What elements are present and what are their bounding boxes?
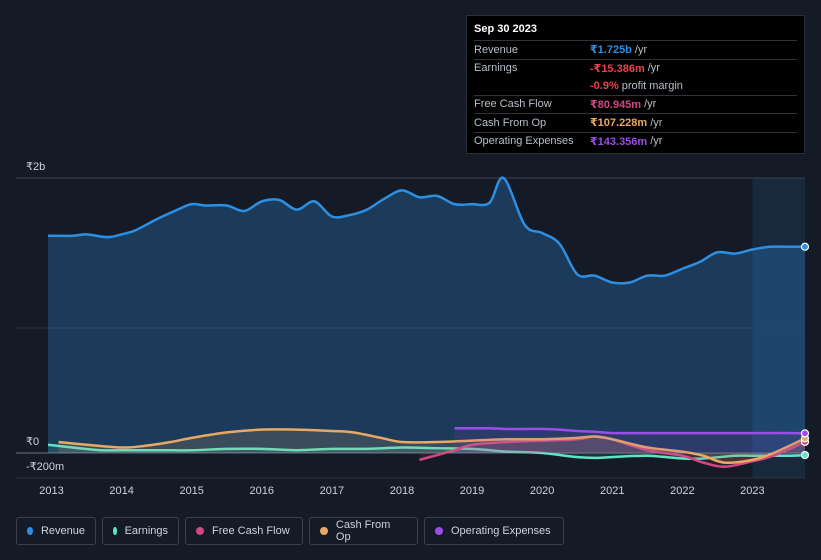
legend-item-earnings[interactable]: Earnings <box>102 517 179 545</box>
tooltip-date: Sep 30 2023 <box>474 23 537 35</box>
legend-label: Operating Expenses <box>451 525 551 537</box>
x-tick-label: 2016 <box>249 485 275 497</box>
legend-dot-icon <box>27 527 33 535</box>
earnings-end-marker <box>800 450 810 460</box>
legend-label: Free Cash Flow <box>212 525 290 537</box>
x-tick-label: 2021 <box>599 485 625 497</box>
tooltip-row-unit: /yr <box>650 116 663 129</box>
tooltip-row-value: -0.9% <box>590 79 619 92</box>
cash-from-op-area <box>58 429 805 463</box>
operating-expenses-line <box>454 426 806 435</box>
tooltip-row-value: ₹143.356m <box>590 135 648 148</box>
x-tick-label: 2019 <box>459 485 485 497</box>
y-tick-label-bottom: -₹200m <box>26 461 65 473</box>
revenue-end-marker <box>800 242 810 251</box>
legend-dot-icon <box>113 527 117 535</box>
legend-label: Cash From Op <box>335 519 391 543</box>
tooltip-row: -0.9% profit margin <box>474 77 797 95</box>
tooltip-row-label: Cash From Op <box>474 116 547 129</box>
tooltip-row-value: ₹80.945m <box>590 98 642 111</box>
tooltip-row-label: Free Cash Flow <box>474 98 552 111</box>
x-tick-label: 2020 <box>529 485 555 497</box>
tooltip-row-unit: /yr <box>647 62 660 75</box>
tooltip-row-unit: /yr <box>634 43 648 56</box>
series-layer <box>47 176 806 469</box>
x-tick-label: 2017 <box>319 485 345 497</box>
legend-dot-icon <box>196 527 204 535</box>
tooltip-row-unit: /yr <box>650 135 663 148</box>
marker-layer <box>800 242 810 460</box>
legend-dot-icon <box>320 527 328 535</box>
tooltip-row: Free Cash Flow ₹80.945m/yr <box>474 94 797 114</box>
y-tick-label-top: ₹2b <box>26 161 46 173</box>
x-tick-label: 2022 <box>670 485 695 497</box>
tooltip-row-unit: profit margin <box>621 79 683 92</box>
tooltip-row-label: Earnings <box>474 62 518 75</box>
tooltip-row-unit: /yr <box>644 98 657 111</box>
x-tick-label: 2023 <box>740 485 765 497</box>
legend-item-cash-from-op[interactable]: Cash From Op <box>309 517 418 545</box>
tooltip-row: Revenue ₹1.725b/yr <box>474 40 797 59</box>
earnings-line <box>47 443 806 461</box>
tooltip-row: Earnings -₹15.386m/yr <box>474 58 797 78</box>
legend-dot-icon <box>435 527 443 535</box>
cash-from-op-line <box>58 428 806 465</box>
x-tick-label: 2018 <box>389 485 415 497</box>
tooltip-panel: Sep 30 2023 Revenue ₹1.725b/yr Earnings -₹1… <box>466 15 805 154</box>
legend-label: Revenue <box>40 525 85 537</box>
tooltip-row-label: Operating Expenses <box>474 135 574 148</box>
tooltip-row-value: ₹107.228m <box>590 117 648 130</box>
tooltip-rows: Revenue ₹1.725b/yr Earnings -₹15.386m/yr -0.… <box>474 40 797 150</box>
legend-item-operating-expenses[interactable]: Operating Expenses <box>424 517 564 545</box>
x-tick-label: 2015 <box>179 485 204 497</box>
free-cash-flow-area <box>419 436 805 467</box>
tooltip-row-value: ₹1.725b <box>590 44 632 57</box>
legend-item-revenue[interactable]: Revenue <box>16 517 96 545</box>
x-tick-label: 2014 <box>109 485 134 497</box>
earnings-area <box>48 444 805 459</box>
operating-expenses-area <box>454 428 805 453</box>
gridlines <box>16 177 805 479</box>
operating-expenses-end-marker <box>800 429 810 438</box>
revenue-area <box>48 177 805 453</box>
tooltip-row-label: Revenue <box>474 43 519 56</box>
tooltip-row: Cash From Op ₹107.228m/yr <box>474 113 797 132</box>
tooltip-row-value: -₹15.386m <box>590 62 645 75</box>
revenue-line <box>47 176 805 285</box>
x-tick-label: 2013 <box>39 485 64 497</box>
y-tick-label-zero: ₹0 <box>26 436 40 448</box>
legend-item-free-cash-flow[interactable]: Free Cash Flow <box>185 517 303 545</box>
tooltip-row: Operating Expenses ₹143.356m/yr <box>474 131 797 151</box>
legend-label: Earnings <box>124 525 168 537</box>
